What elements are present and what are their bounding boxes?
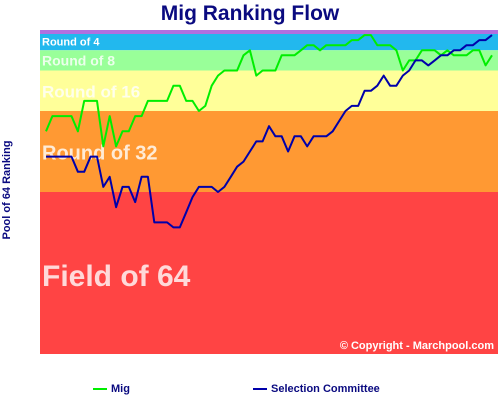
legend-label-mig: Mig xyxy=(111,383,130,395)
band-label-round-of-8: Round of 8 xyxy=(42,52,115,68)
plot-top-accent xyxy=(40,30,498,34)
series-line-selection-committee xyxy=(46,34,493,229)
series-line-mig xyxy=(45,34,493,148)
legend-label-selection-committee: Selection Committee xyxy=(271,383,380,395)
legend-item-mig: Mig xyxy=(93,383,130,395)
legend-swatch-selection-committee xyxy=(253,388,267,390)
chart-title: Mig Ranking Flow xyxy=(160,2,340,25)
legend-item-selection-committee: Selection Committee xyxy=(253,383,380,395)
band-label-round-of-16: Round of 16 xyxy=(42,82,140,101)
band-field-of-64 xyxy=(40,192,498,354)
band-round-of-4 xyxy=(40,34,498,51)
band-round-of-16 xyxy=(40,70,498,111)
band-label-round-of-32: Round of 32 xyxy=(42,143,158,165)
copyright-text: © Copyright - Marchpool.com xyxy=(340,340,494,352)
band-label-round-of-4: Round of 4 xyxy=(42,37,100,49)
band-round-of-8 xyxy=(40,50,498,71)
band-round-of-32 xyxy=(40,111,498,192)
band-label-field-of-64: Field of 64 xyxy=(42,260,191,293)
legend-swatch-mig xyxy=(93,388,107,390)
